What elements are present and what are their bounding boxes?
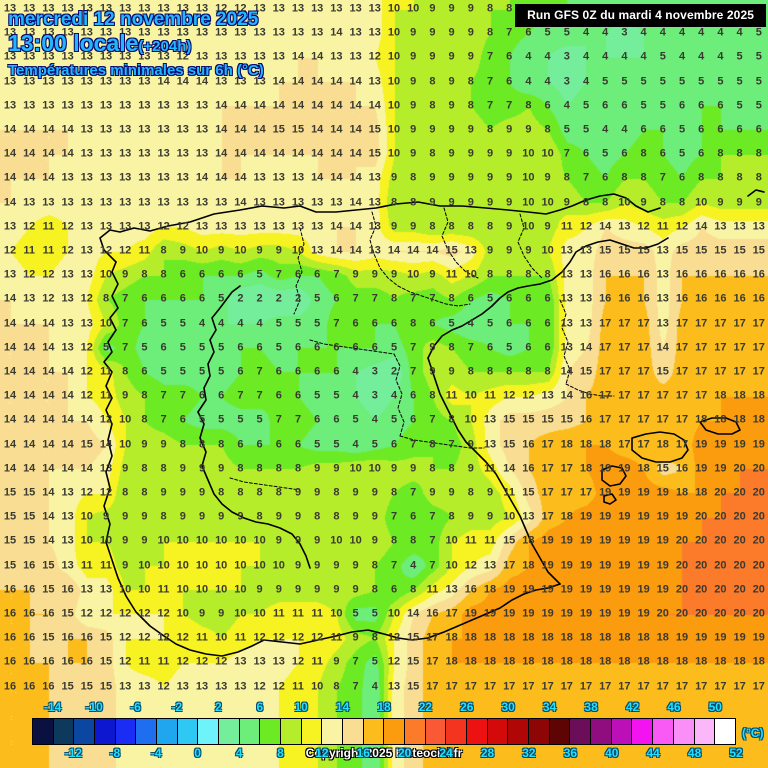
- legend-swatch: [219, 719, 240, 744]
- legend-swatch: [487, 719, 509, 744]
- legend-tick-bottom: -8: [109, 746, 121, 760]
- forecast-time: 13:00 locale(+204h): [7, 30, 264, 56]
- legend-swatch: [425, 719, 447, 744]
- forecast-date: mercredi 12 novembre 2025: [8, 9, 259, 30]
- legend-swatch: [591, 719, 612, 744]
- legend-swatch: [281, 719, 302, 744]
- legend-swatch: [570, 719, 592, 744]
- legend-swatch: [157, 719, 178, 744]
- legend-tick-top: 22: [418, 700, 433, 714]
- legend-tick-top: -6: [130, 700, 141, 714]
- legend-tick-bottom: 8: [277, 746, 284, 760]
- legend-tick-bottom: 4: [235, 746, 243, 760]
- legend-unit-label: (°C): [742, 726, 764, 740]
- legend-tick-top: 30: [501, 700, 515, 714]
- legend-tick-bottom: -12: [64, 746, 83, 760]
- legend-swatch: [260, 719, 282, 744]
- legend-tick-top: 18: [377, 700, 391, 714]
- legend-tick-bottom: 48: [687, 746, 702, 760]
- legend-tick-top: 6: [256, 700, 264, 714]
- legend-swatch: [467, 719, 488, 744]
- legend-swatch: [715, 719, 735, 744]
- legend-tick-top: -2: [171, 700, 183, 714]
- legend-color-bar: [32, 718, 736, 745]
- legend-swatch: [529, 719, 550, 744]
- legend-swatch: [694, 719, 716, 744]
- legend-tick-top: 46: [667, 700, 681, 714]
- legend-tick-bottom: 44: [646, 746, 660, 760]
- legend-swatch: [343, 719, 364, 744]
- legend-tick-bottom: 16: [356, 746, 370, 760]
- legend-tick-top: 34: [542, 700, 557, 714]
- legend-tick-bottom: 24: [439, 746, 453, 760]
- legend-tick-top: 14: [335, 700, 350, 714]
- forecast-lead-time: (+204h): [138, 38, 192, 55]
- legend-tick-bottom: 52: [729, 746, 743, 760]
- legend-swatch: [74, 719, 96, 744]
- color-scale-legend: (°C) Copyright 2025 Meteociel.fr -14 -10 -…: [0, 696, 768, 768]
- legend-tick-bottom: 12: [315, 746, 329, 760]
- legend-swatch: [673, 719, 695, 744]
- legend-swatch: [384, 719, 406, 744]
- legend-tick-bottom: 36: [563, 746, 578, 760]
- legend-swatch: [632, 719, 654, 744]
- legend-tick-bottom: 32: [522, 746, 536, 760]
- legend-swatch: [177, 719, 199, 744]
- legend-swatch: [653, 719, 674, 744]
- legend-swatch: [136, 719, 158, 744]
- legend-swatch: [301, 719, 323, 744]
- forecast-parameter: Températures minimales sur 6h (°C): [8, 62, 265, 79]
- forecast-title-block: mercredi 12 novembre 2025 13:00 locale(+…: [7, 9, 265, 81]
- legend-swatch: [611, 719, 633, 744]
- legend-tick-top: -14: [44, 700, 62, 714]
- legend-swatch: [549, 719, 571, 744]
- legend-tick-bottom: 40: [605, 746, 619, 760]
- legend-tick-top: 38: [584, 700, 598, 714]
- legend-swatch: [53, 719, 75, 744]
- legend-swatch: [363, 719, 385, 744]
- legend-tick-top: 10: [294, 700, 308, 714]
- legend-swatch: [95, 719, 116, 744]
- legend-swatch: [239, 719, 261, 744]
- legend-swatch: [198, 719, 220, 744]
- legend-tick-bottom: -4: [150, 746, 162, 760]
- legend-swatch: [322, 719, 344, 744]
- legend-swatch: [446, 719, 468, 744]
- legend-tick-top: 26: [460, 700, 474, 714]
- legend-tick-top: 50: [708, 700, 722, 714]
- legend-tick-bottom: 20: [398, 746, 412, 760]
- legend-tick-top: 42: [625, 700, 640, 714]
- legend-tick-top: -10: [85, 700, 103, 714]
- legend-swatch: [508, 719, 530, 744]
- legend-tick-bottom: 28: [480, 746, 495, 760]
- legend-swatch: [115, 719, 137, 744]
- legend-swatch: [33, 719, 54, 744]
- copyright-notice: Copyright 2025 Meteociel.fr: [305, 746, 463, 760]
- legend-tick-top: 2: [215, 700, 222, 714]
- legend-tick-bottom: 0: [194, 746, 201, 760]
- model-run-banner: Run GFS 0Z du mardi 4 novembre 2025: [515, 4, 766, 27]
- forecast-time-local: 13:00 locale: [7, 30, 139, 56]
- legend-swatch: [405, 719, 426, 744]
